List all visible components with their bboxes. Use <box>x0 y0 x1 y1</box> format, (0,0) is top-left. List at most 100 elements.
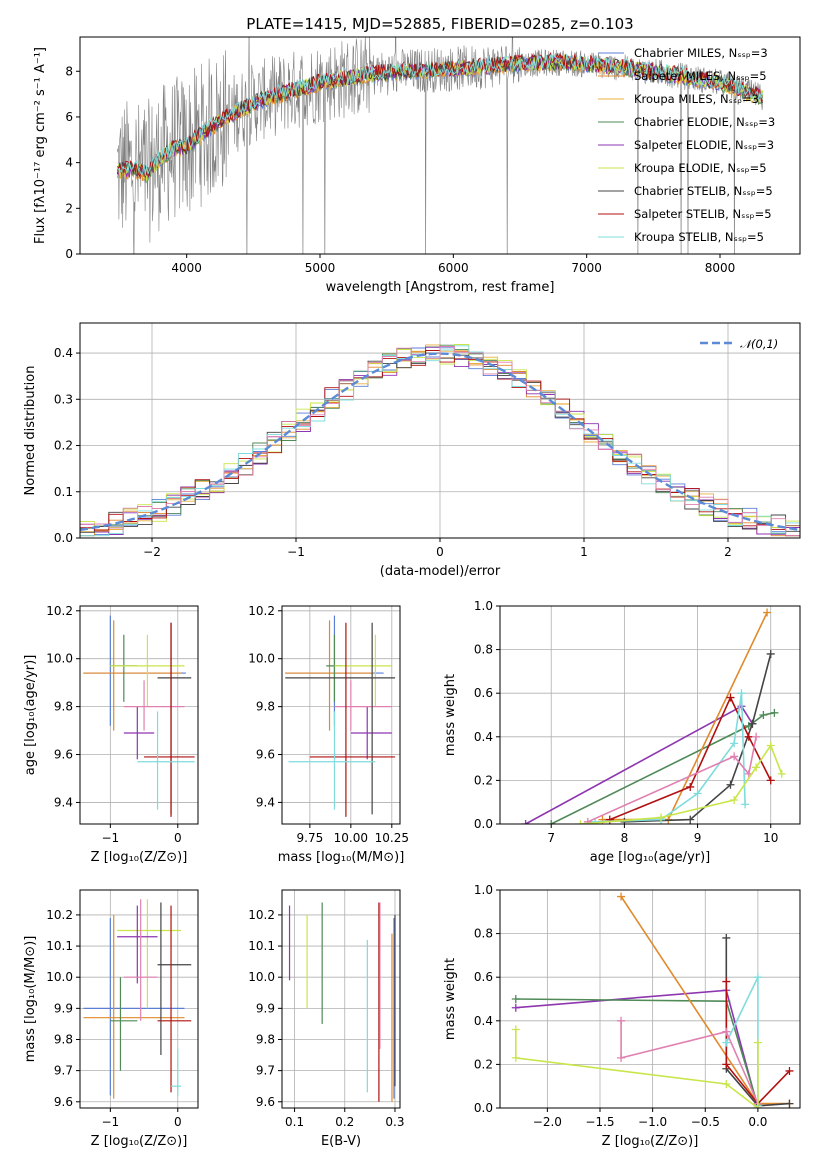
y-tick-label: 9.8 <box>256 1032 275 1046</box>
weight-marker <box>770 708 779 717</box>
y-tick-label: 0.8 <box>474 643 493 657</box>
weight-marker <box>583 817 592 824</box>
plot-area <box>83 899 192 1099</box>
y-tick-label: 0.3 <box>54 392 73 406</box>
y-tick-label: 0.4 <box>474 730 493 744</box>
y-axis-label: Normed distribution <box>23 366 38 496</box>
axes-frame <box>79 605 199 825</box>
weight-marker <box>753 1104 762 1108</box>
y-axis-label: age [log₁₀(age/yr)] <box>23 655 38 776</box>
residual-histogram-step <box>80 345 800 537</box>
weight-marker <box>617 892 626 901</box>
weight-line <box>725 981 791 1105</box>
plot-area <box>285 615 396 817</box>
weight-line <box>620 1020 759 1104</box>
y-tick-label: 1.0 <box>474 883 493 897</box>
x-tick-label: 4000 <box>171 261 202 275</box>
legend-entry: Kroupa STELIB, Nₛₛₚ=5 <box>634 230 764 244</box>
weight-marker <box>777 769 786 778</box>
y-tick-label: 0.8 <box>474 927 493 941</box>
x-axis-label: (data-model)/error <box>380 564 501 579</box>
plot-area <box>521 608 786 824</box>
weight-marker <box>763 608 772 617</box>
weight-marker <box>737 689 746 698</box>
legend-entry: Salpeter MILES, Nₛₛₚ=5 <box>634 69 767 83</box>
weight-marker <box>686 815 695 824</box>
weight-marker <box>511 1053 520 1062</box>
y-tick-label: 9.6 <box>256 1095 275 1109</box>
weight-marker <box>748 719 757 728</box>
weight-marker <box>730 739 739 748</box>
y-tick-label: 4 <box>65 156 73 170</box>
y-tick-label: 9.9 <box>54 1001 73 1015</box>
weight-marker <box>726 780 735 789</box>
y-tick-label: 9.6 <box>256 748 275 762</box>
axes-frame <box>79 889 199 1109</box>
weight-marker <box>521 820 530 824</box>
weight-line <box>587 736 757 823</box>
weight-marker <box>785 1066 794 1075</box>
figure-title: PLATE=1415, MJD=52885, FIBERID=0285, z=0… <box>246 15 633 33</box>
weight-line <box>514 1029 759 1108</box>
y-tick-label: 9.9 <box>256 1001 275 1015</box>
weight-marker <box>766 776 775 785</box>
axes-frame <box>499 605 801 825</box>
x-axis-label: age [log₁₀(age/yr)] <box>590 850 711 865</box>
x-axis-label: mass [log₁₀(M/M⊙)] <box>278 850 405 865</box>
weight-marker <box>722 1060 731 1069</box>
y-tick-label: 10.0 <box>46 970 73 984</box>
weight-marker <box>753 1038 762 1047</box>
y-tick-label: 9.6 <box>54 748 73 762</box>
weight-marker <box>617 1053 626 1062</box>
mass-vs-extinction-panel: 0.1 0.2 0.3 9.6 9.7 9.8 9.9 10.0 10.1 10.2 E(B-V) <box>248 889 405 1149</box>
y-tick-label: 0.2 <box>54 439 73 453</box>
weight-marker <box>511 1003 520 1012</box>
weight-marker <box>766 649 775 658</box>
weight-marker <box>753 973 762 982</box>
y-tick-label: 6 <box>65 110 73 124</box>
model-line-kroupa-stelib <box>116 52 764 176</box>
y-tick-label: 0 <box>65 247 73 261</box>
weight-marker <box>766 741 775 750</box>
y-tick-label: 0.4 <box>54 346 73 360</box>
plot-area <box>83 615 195 817</box>
legend-entry: Kroupa ELODIE, Nₛₛₚ=5 <box>634 161 767 175</box>
x-axis-label: Z [log₁₀(Z/Z⊙)] <box>91 1134 188 1149</box>
spectrum-legend: Chabrier MILES, Nₛₛₚ=3 Salpeter MILES, Nₛ… <box>598 46 775 244</box>
legend-entry: 𝒩(0,1) <box>740 337 778 351</box>
axes-frame <box>281 889 401 1109</box>
y-tick-label: 0.0 <box>474 817 493 831</box>
x-tick-label: 5000 <box>305 261 336 275</box>
plot-area <box>511 892 794 1108</box>
x-tick-label: 0.2 <box>335 1115 354 1129</box>
weight-marker <box>744 732 753 741</box>
x-axis-label: Z [log₁₀(Z/Z⊙)] <box>91 850 188 865</box>
y-tick-label: 9.8 <box>256 700 275 714</box>
weight-marker <box>617 1016 626 1025</box>
age-vs-mass-panel: 9.75 10.00 10.25 9.4 9.6 9.8 10.0 10.2 mass [log… <box>248 604 409 865</box>
x-tick-label: 10.25 <box>375 831 409 845</box>
x-tick-label: 0 <box>174 1115 182 1129</box>
x-tick-label: 0.0 <box>748 1115 767 1129</box>
y-axis-label: Flux [fλ10⁻¹⁷ erg cm⁻² s⁻¹ A⁻¹] <box>33 47 48 244</box>
x-tick-label: −1 <box>287 545 305 559</box>
weight-marker <box>620 817 629 824</box>
legend-entry: Salpeter ELODIE, Nₛₛₚ=3 <box>634 138 774 152</box>
legend-entry: Chabrier MILES, Nₛₛₚ=3 <box>634 46 768 60</box>
x-tick-label: 6000 <box>438 261 469 275</box>
weight-marker <box>686 782 695 791</box>
y-tick-label: 9.7 <box>54 1064 73 1078</box>
y-tick-label: 10.2 <box>46 908 73 922</box>
weight-line <box>550 712 775 824</box>
weight-marker <box>722 933 731 942</box>
residuals-panel: −2 −1 0 1 2 0.0 0.1 0.2 0.3 0.4 (data-model)/error… <box>23 322 801 579</box>
weight-marker <box>511 995 520 1003</box>
x-tick-label: 10 <box>763 831 778 845</box>
x-axis-label: E(B-V) <box>321 1134 361 1149</box>
y-tick-label: 8 <box>65 64 73 78</box>
weight-marker <box>726 693 735 702</box>
spectrum-panel: 4000 5000 6000 7000 8000 0 2 4 6 8 wavelength [Ang… <box>33 36 801 295</box>
y-tick-label: 0.1 <box>54 485 73 499</box>
age-vs-metallicity-panel: −1 0 9.4 9.6 9.8 10.0 10.2 Z [log₁₀(Z/Z⊙)] age [… <box>23 604 199 865</box>
legend-entry: Chabrier ELODIE, Nₛₛₚ=3 <box>634 115 775 129</box>
